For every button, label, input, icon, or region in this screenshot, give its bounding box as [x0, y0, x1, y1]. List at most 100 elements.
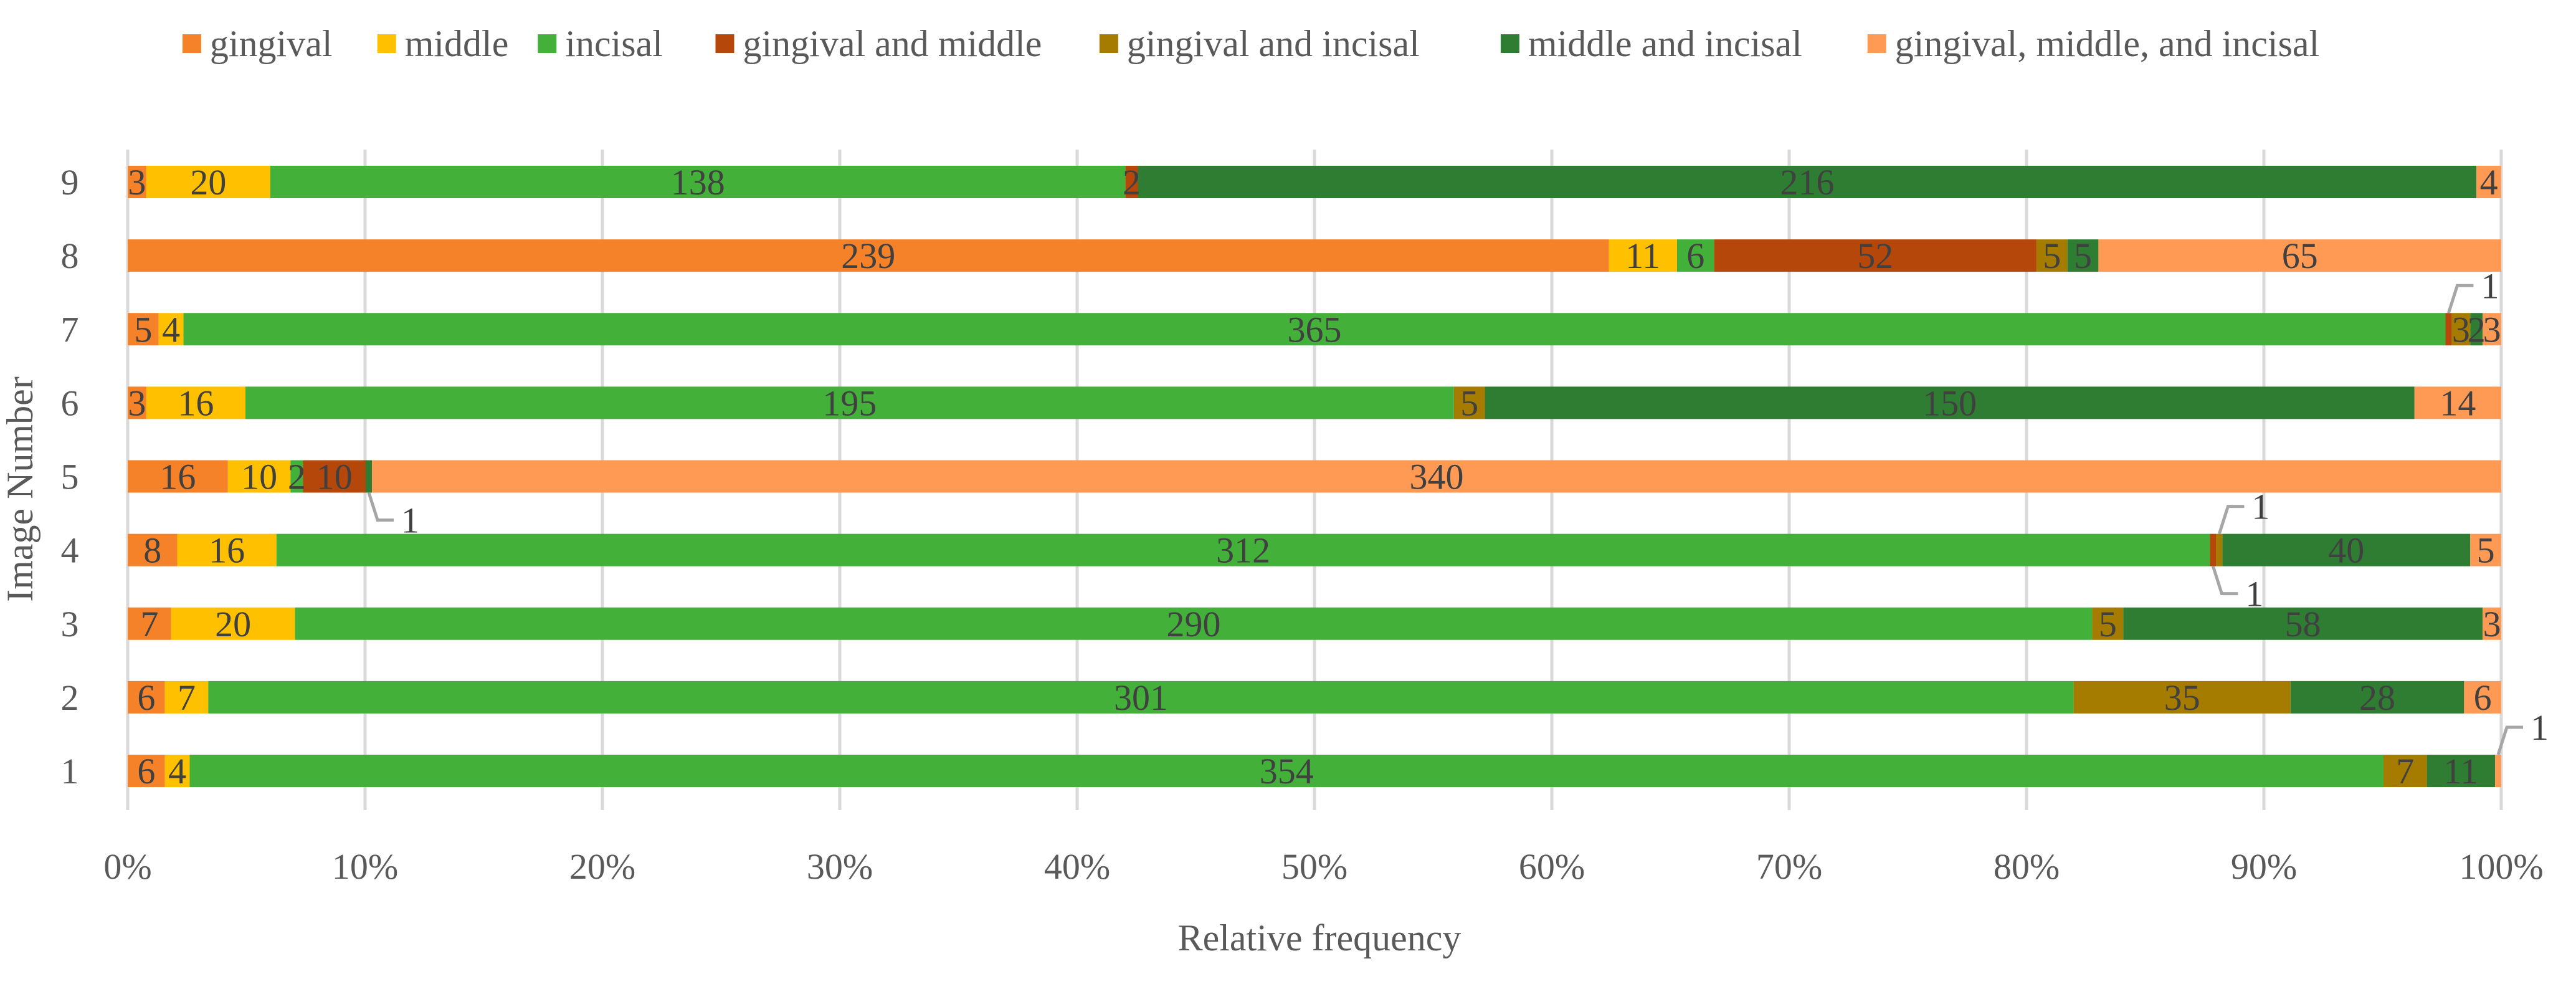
bar-segment	[2092, 607, 2124, 640]
bar-segment	[227, 460, 291, 493]
data-label: 5	[2043, 236, 2061, 276]
y-axis-title: Image Number	[0, 376, 40, 602]
y-tick-label: 2	[61, 677, 79, 718]
bar-segment	[2414, 386, 2501, 419]
bar-segment	[164, 681, 209, 714]
data-label: 5	[1460, 383, 1478, 423]
bar-segment	[2222, 533, 2471, 566]
bar-segment	[146, 166, 270, 198]
data-label: 1	[2481, 265, 2499, 306]
bar-segment	[303, 460, 366, 493]
leader-line	[2217, 505, 2245, 535]
bar-segment	[290, 460, 303, 493]
x-tick-label: 30%	[807, 846, 873, 887]
x-tick-label: 100%	[2459, 846, 2543, 887]
data-label: 8	[143, 530, 161, 571]
bar-segment	[2426, 755, 2496, 787]
x-tick-label: 20%	[569, 846, 635, 887]
leader-line	[367, 492, 394, 522]
bar-segment	[128, 386, 146, 419]
data-label: 5	[2074, 236, 2092, 276]
data-label: 239	[841, 236, 895, 276]
bar-segment	[177, 533, 277, 566]
x-tick-label: 50%	[1281, 846, 1347, 887]
data-label: 6	[1686, 236, 1704, 276]
legend-swatch	[1500, 34, 1519, 53]
bar-segment	[2445, 313, 2452, 346]
bar-segment	[164, 755, 190, 787]
bar-segment	[2495, 755, 2501, 787]
bar-segment	[183, 313, 2446, 346]
bar-segment	[1676, 239, 1714, 272]
bar-segment	[295, 607, 2093, 640]
bar-segment	[2067, 239, 2099, 272]
x-tick-label: 10%	[332, 846, 398, 887]
bar-segment	[276, 533, 2210, 566]
x-tick-label: 80%	[1994, 846, 2060, 887]
legend-label: incisal	[565, 23, 663, 64]
bar-segment	[2210, 533, 2217, 566]
data-label: 138	[671, 162, 725, 203]
data-label: 28	[2359, 677, 2395, 718]
bar-segment	[1714, 239, 2037, 272]
data-label: 20	[190, 162, 226, 203]
data-label: 10	[316, 457, 353, 497]
legend-label: gingival and incisal	[1127, 23, 1420, 64]
x-axis-title: Relative frequency	[1178, 917, 1461, 958]
y-tick-label: 8	[61, 236, 79, 276]
bar-segment	[366, 460, 373, 493]
bar-segment	[245, 386, 1454, 419]
axes: 0% 10% 20% 30% 40% 50% 60% 70% 80% 90% 100%1234567…	[61, 162, 2544, 887]
bar-segment	[1138, 166, 2477, 198]
bar-segment	[2483, 313, 2501, 346]
bar-segment	[128, 681, 165, 714]
bar-segment	[2464, 681, 2501, 714]
data-label: 290	[1167, 604, 1221, 644]
x-tick-label: 90%	[2231, 846, 2297, 887]
legend-swatch	[1099, 34, 1118, 53]
data-label: 5	[2477, 530, 2495, 571]
data-label: 4	[2480, 162, 2498, 203]
x-tick-label: 0%	[103, 846, 151, 887]
bar-segment	[2123, 607, 2483, 640]
bar-segment	[1125, 166, 1138, 198]
bar-segment	[128, 607, 171, 640]
data-label: 11	[1625, 236, 1660, 276]
data-label: 58	[2285, 604, 2321, 644]
legend-swatch	[377, 34, 396, 53]
data-label: 2	[288, 457, 306, 497]
bar-segment	[146, 386, 246, 419]
bar-segment	[2073, 681, 2291, 714]
bar-segment	[128, 755, 165, 787]
data-label: 5	[134, 309, 152, 350]
bar-segment	[2098, 239, 2501, 272]
bar-segment	[372, 460, 2501, 493]
y-tick-label: 5	[61, 457, 79, 497]
bar-segment	[128, 239, 1609, 272]
data-label: 16	[178, 383, 214, 423]
bar-segment	[128, 533, 178, 566]
data-label: 3	[2483, 309, 2501, 350]
legend-label: middle	[405, 23, 509, 64]
bar-segment	[2470, 533, 2501, 566]
data-label: 354	[1260, 751, 1314, 791]
bars	[128, 166, 2501, 787]
bar-segment	[2216, 533, 2223, 566]
data-label: 340	[1410, 457, 1464, 497]
data-label: 2	[1123, 162, 1141, 203]
data-label: 35	[2164, 677, 2200, 718]
data-label: 5	[2099, 604, 2117, 644]
bar-segment	[128, 313, 159, 346]
legend: gingival middle incisal gingival and middle…	[182, 23, 2319, 64]
bar-segment	[2036, 239, 2068, 272]
x-tick-label: 60%	[1519, 846, 1585, 887]
x-tick-label: 40%	[1044, 846, 1110, 887]
data-label: 150	[1922, 383, 1977, 423]
data-label: 7	[178, 677, 196, 718]
data-label: 4	[168, 751, 186, 791]
data-label: 16	[209, 530, 245, 571]
bar-segment	[1609, 239, 1677, 272]
leader-line	[2496, 725, 2524, 755]
